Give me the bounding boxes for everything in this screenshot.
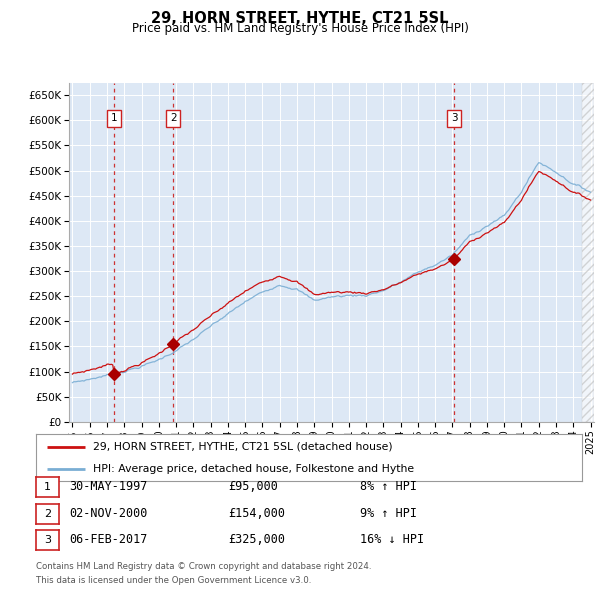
Text: £95,000: £95,000 [228, 480, 278, 493]
Text: HPI: Average price, detached house, Folkestone and Hythe: HPI: Average price, detached house, Folk… [94, 464, 415, 474]
Text: 8% ↑ HPI: 8% ↑ HPI [360, 480, 417, 493]
Text: 9% ↑ HPI: 9% ↑ HPI [360, 507, 417, 520]
Text: This data is licensed under the Open Government Licence v3.0.: This data is licensed under the Open Gov… [36, 576, 311, 585]
Text: 2: 2 [170, 113, 176, 123]
Text: Price paid vs. HM Land Registry's House Price Index (HPI): Price paid vs. HM Land Registry's House … [131, 22, 469, 35]
Text: 06-FEB-2017: 06-FEB-2017 [69, 533, 148, 546]
Text: 02-NOV-2000: 02-NOV-2000 [69, 507, 148, 520]
Text: 30-MAY-1997: 30-MAY-1997 [69, 480, 148, 493]
Bar [582, 83, 594, 422]
Text: 29, HORN STREET, HYTHE, CT21 5SL: 29, HORN STREET, HYTHE, CT21 5SL [151, 11, 449, 25]
Text: 16% ↓ HPI: 16% ↓ HPI [360, 533, 424, 546]
Text: 1: 1 [111, 113, 118, 123]
Text: 3: 3 [44, 536, 51, 545]
Text: 2: 2 [44, 509, 51, 519]
Text: 29, HORN STREET, HYTHE, CT21 5SL (detached house): 29, HORN STREET, HYTHE, CT21 5SL (detach… [94, 442, 393, 452]
Text: £154,000: £154,000 [228, 507, 285, 520]
Text: 1: 1 [44, 483, 51, 492]
Text: Contains HM Land Registry data © Crown copyright and database right 2024.: Contains HM Land Registry data © Crown c… [36, 562, 371, 571]
Text: 3: 3 [451, 113, 457, 123]
Text: £325,000: £325,000 [228, 533, 285, 546]
